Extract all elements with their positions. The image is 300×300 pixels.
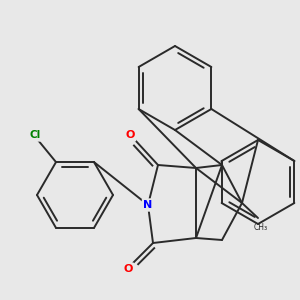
Text: N: N — [143, 200, 153, 210]
Text: O: O — [123, 264, 133, 274]
Text: Cl: Cl — [29, 130, 40, 140]
Text: CH₃: CH₃ — [254, 224, 268, 232]
Text: O: O — [125, 130, 135, 140]
